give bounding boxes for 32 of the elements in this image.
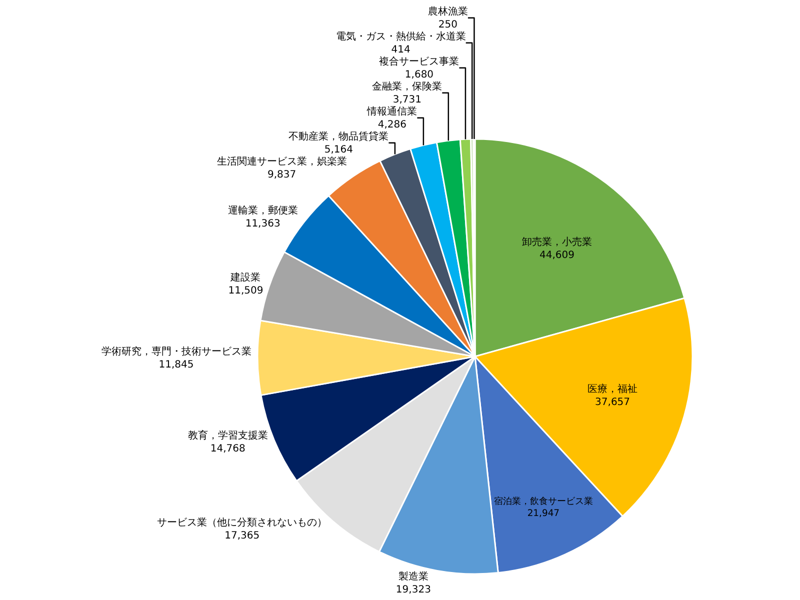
- slice-label: 複合サービス事業: [379, 55, 460, 68]
- data-label: 11,509: [228, 285, 264, 296]
- slice-label: サービス業（他に分類されないもの）: [157, 516, 328, 528]
- data-label: 1,680: [404, 69, 434, 80]
- slice-label: 電気・ガス・熱供給・水道業: [336, 30, 466, 42]
- data-label: 11,845: [158, 359, 194, 370]
- data-label: 19,323: [396, 584, 431, 596]
- data-label: 14,768: [210, 443, 246, 454]
- slice-label: 卸売業，小売業: [522, 236, 592, 248]
- data-label: 11,363: [245, 218, 280, 230]
- slice-label: 生活関連サービス業，娯楽業: [216, 155, 347, 168]
- data-label: 37,657: [595, 397, 630, 408]
- slice-label: 建設業: [230, 271, 261, 284]
- slice-label: 医療，福祉: [588, 383, 638, 396]
- data-label: 9,837: [267, 169, 296, 180]
- slice-label: 製造業: [398, 570, 428, 582]
- data-label: 5,164: [324, 144, 354, 156]
- data-label: 44,609: [539, 250, 574, 262]
- data-label: 21,947: [527, 508, 560, 519]
- slice-label: 農林漁業: [428, 5, 468, 18]
- slice-label: 金融業，保険業: [372, 80, 442, 92]
- data-label: 3,731: [392, 94, 422, 106]
- slice-label: 宿泊業，飲食サービス業: [494, 496, 593, 507]
- data-label: 250: [438, 19, 458, 30]
- data-label: 4,286: [378, 119, 407, 130]
- slice-label: 情報通信業: [366, 105, 418, 118]
- data-label: 17,365: [224, 530, 260, 542]
- slice-label: 学術研究，専門・技術サービス業: [101, 345, 252, 358]
- slice-label: 運輸業，郵便業: [228, 204, 298, 217]
- slice-label: 不動産業，物品賃貸業: [288, 130, 389, 142]
- data-label: 414: [391, 44, 410, 56]
- slice-label: 教育，学習支援業: [188, 429, 268, 442]
